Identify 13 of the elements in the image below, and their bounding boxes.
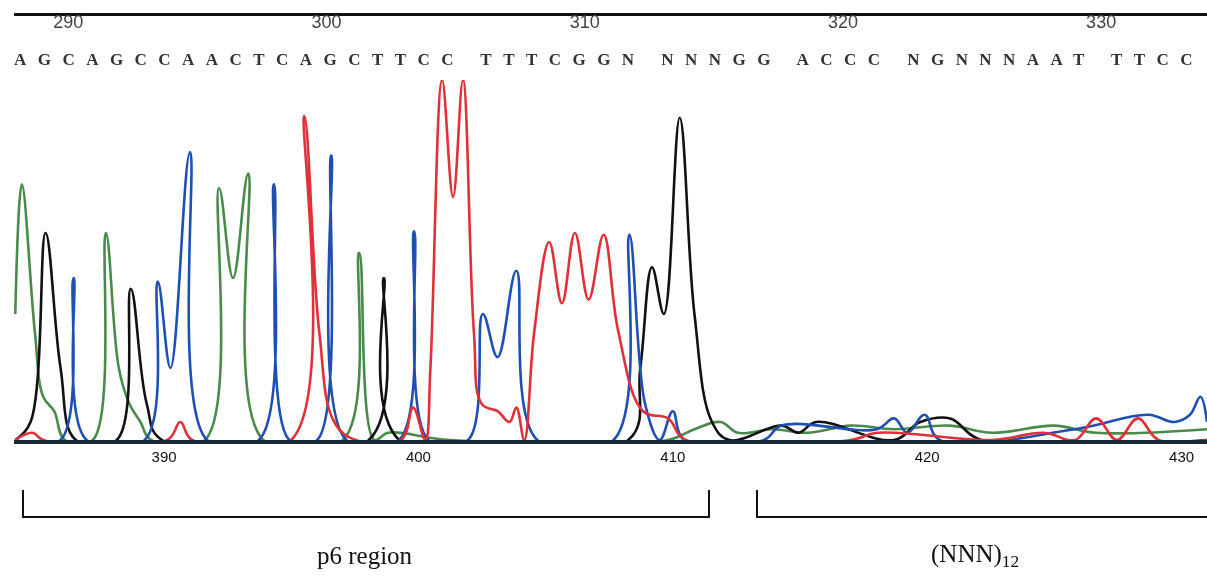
x-tick-label: 400: [405, 448, 431, 465]
x2-tick-label: 290: [53, 12, 84, 32]
text: p6 region: [317, 542, 413, 569]
x-tick-label: 410: [660, 448, 686, 465]
x2-tick-label: 310: [569, 12, 600, 32]
text: AGCAGCCAACTCAGCTTCC TTTCGGN NNNGG ACCC NGNNNAAT TTCC: [14, 50, 1204, 70]
x-tick-label: 390: [151, 448, 177, 465]
x2-tick-label: 320: [827, 12, 858, 32]
text: (NNN)$_{12}$: [931, 540, 1020, 572]
x2-tick-label: 330: [1086, 12, 1117, 32]
x-tick-label: 430: [1169, 448, 1195, 465]
x-tick-label: 420: [914, 448, 940, 465]
x2-tick-label: 300: [311, 12, 342, 32]
